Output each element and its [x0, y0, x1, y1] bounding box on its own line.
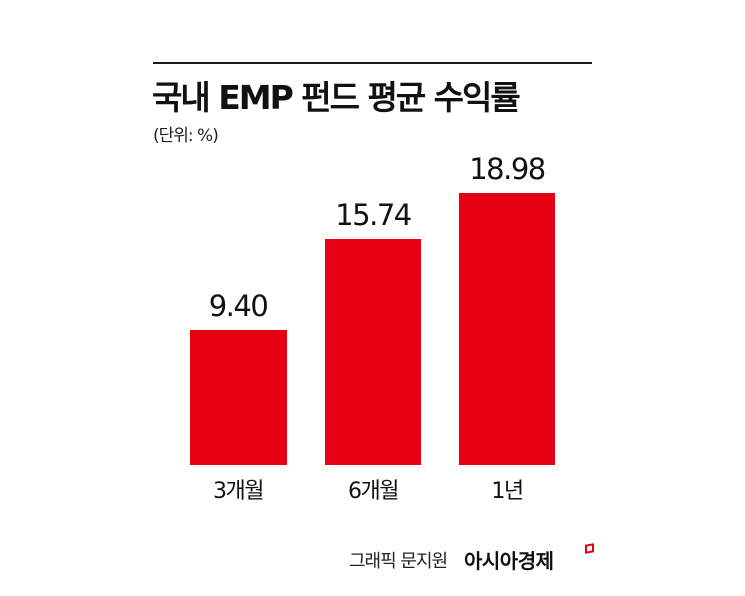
bar-6m — [325, 239, 421, 465]
category-label-6m: 6개월 — [348, 479, 399, 504]
title-rule — [153, 62, 592, 64]
bar-value-1y: 18.98 — [469, 152, 546, 186]
chart-title: 국내 EMP 펀드 평균 수익률 — [152, 78, 521, 117]
bar-3m — [190, 330, 287, 465]
bar-value-6m: 15.74 — [335, 198, 412, 232]
brand-name: 아시아경제 — [464, 549, 554, 573]
category-label-1y: 1년 — [491, 479, 524, 504]
unit-label: (단위: %) — [153, 126, 219, 146]
graphic-credit: 그래픽 문지원 — [349, 551, 448, 572]
logo-mark-icon — [585, 543, 594, 554]
bar-1y — [459, 193, 555, 465]
category-label-3m: 3개월 — [213, 479, 264, 504]
bar-value-3m: 9.40 — [208, 289, 269, 323]
